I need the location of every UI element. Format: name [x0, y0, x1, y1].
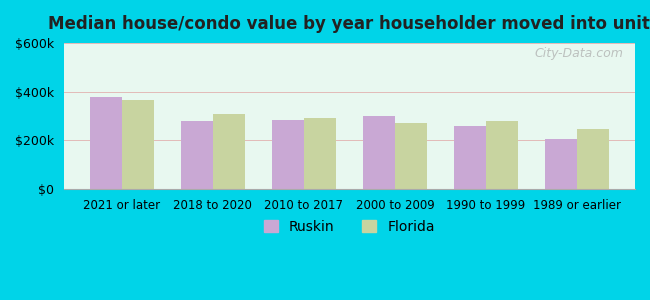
Bar [122, 100, 153, 189]
Bar [181, 121, 213, 189]
Text: City-Data.com: City-Data.com [535, 47, 623, 60]
Title: Median house/condo value by year householder moved into unit: Median house/condo value by year househo… [49, 15, 650, 33]
Legend: Ruskin, Florida: Ruskin, Florida [260, 215, 439, 238]
Bar [486, 122, 518, 189]
Bar [90, 97, 122, 189]
Bar [363, 116, 395, 189]
Bar [545, 139, 577, 189]
Bar [395, 123, 427, 189]
Bar [272, 120, 304, 189]
Bar [304, 118, 336, 189]
Bar [577, 129, 609, 189]
Bar [213, 114, 244, 189]
Bar [454, 126, 486, 189]
